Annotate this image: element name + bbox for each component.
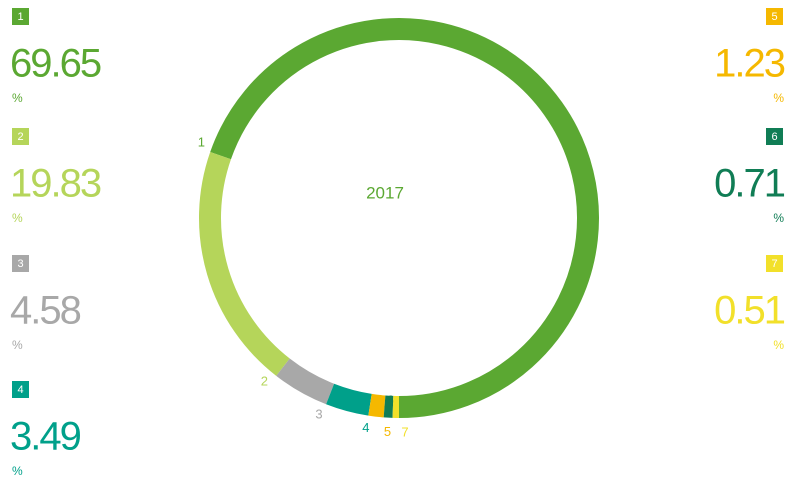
segment-label: 3 (315, 406, 322, 421)
legend-swatch (766, 255, 783, 272)
legend-unit: % (773, 211, 784, 225)
legend-number: 6 (771, 131, 777, 143)
legend-number: 1 (17, 11, 23, 23)
legend-number: 5 (771, 11, 777, 23)
legend-value: 69.65 (10, 42, 101, 86)
donut-segment (210, 18, 599, 418)
legend-value: 4.58 (10, 289, 81, 333)
legend-unit: % (12, 464, 23, 478)
donut-segment (276, 358, 335, 405)
legend-unit: % (773, 91, 784, 105)
donut-segment (326, 383, 372, 416)
segment-label: 7 (401, 424, 408, 439)
legend-swatch (12, 128, 29, 145)
legend-value: 1.23 (714, 42, 785, 86)
legend-number: 4 (17, 384, 23, 396)
legend-value: 19.83 (10, 162, 101, 206)
legend-swatch (766, 8, 783, 25)
segment-label: 1 (198, 134, 205, 149)
legend-value: 3.49 (10, 415, 81, 459)
donut-segment (199, 152, 290, 376)
segment-label: 2 (261, 374, 268, 389)
segment-label: 6 (387, 392, 394, 407)
legend-swatch (12, 8, 29, 25)
legend-value: 0.51 (714, 289, 785, 333)
legend-value: 0.71 (714, 162, 785, 206)
segment-label: 4 (362, 420, 369, 435)
legend-unit: % (12, 211, 23, 225)
legend-swatch (12, 255, 29, 272)
donut-segment (368, 393, 386, 418)
legend-number: 2 (17, 131, 23, 143)
center-label: 2017 (366, 183, 404, 202)
legend-number: 7 (771, 258, 777, 270)
legend-unit: % (12, 338, 23, 352)
legend-number: 3 (17, 258, 23, 270)
legend-unit: % (12, 91, 23, 105)
legend-swatch (12, 381, 29, 398)
legend-unit: % (773, 338, 784, 352)
segment-label: 5 (384, 424, 391, 439)
legend-swatch (766, 128, 783, 145)
